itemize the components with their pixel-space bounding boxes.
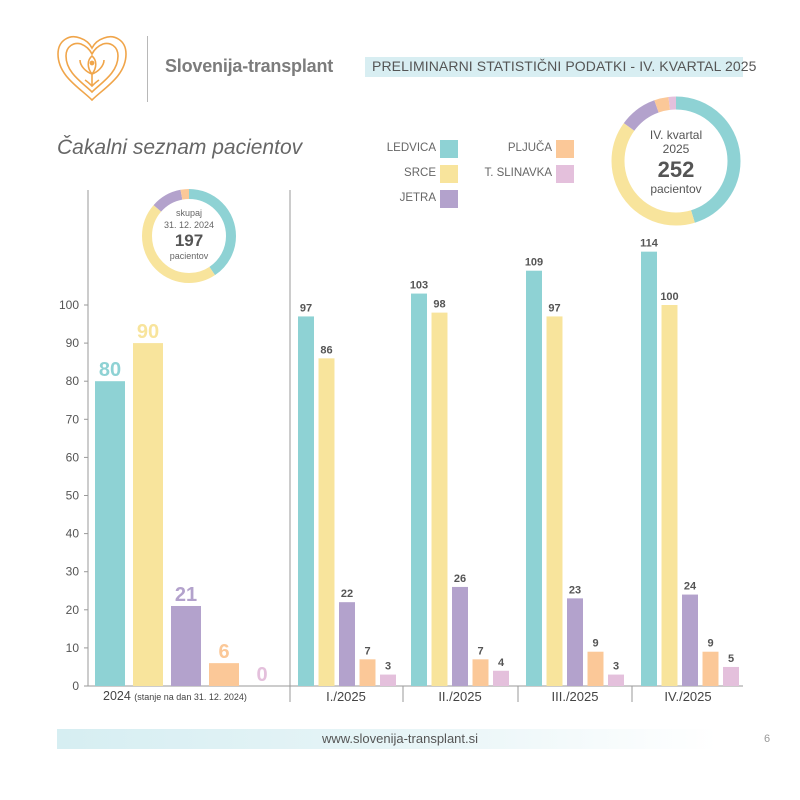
bar-value-label: 86 (320, 344, 332, 356)
bar-ledvica (641, 251, 657, 686)
bar-value-label: 6 (218, 641, 229, 663)
legend-label: PLJUČA (507, 142, 552, 154)
bar-slinavka (493, 670, 509, 686)
organization-name: Slovenija-transplant (165, 56, 334, 76)
bar-value-label: 3 (613, 661, 619, 673)
x-category-label: IV./2025 (664, 689, 711, 704)
bar-value-label: 7 (364, 645, 370, 657)
bar-value-label: 109 (525, 257, 543, 269)
legend-swatch-jetra (440, 190, 458, 208)
y-tick-label: 0 (72, 679, 79, 693)
bar-value-label: 7 (477, 645, 483, 657)
bar-value-label: 80 (99, 359, 121, 381)
bar-jetra (339, 602, 355, 686)
bar-value-label: 103 (410, 280, 428, 292)
bar-jetra (567, 598, 583, 686)
donut-segment-pljuca (142, 189, 236, 283)
x-category-label: 2024 (stanje na dan 31. 12. 2024) (103, 689, 247, 703)
bar-pljuca (587, 651, 604, 686)
x-category-label: III./2025 (552, 689, 599, 704)
footer-bar (57, 729, 717, 749)
bar-value-label: 9 (707, 638, 713, 650)
bar-slinavka (608, 674, 624, 686)
donut-q4-total: 252 (658, 157, 695, 182)
bar-slinavka (723, 666, 739, 686)
y-tick-label: 80 (66, 374, 80, 388)
y-tick-label: 100 (59, 298, 79, 312)
footer-url-link[interactable]: www.slovenija-transplant.si (321, 731, 479, 746)
bar-value-label: 97 (300, 302, 312, 314)
x-category-label: I./2025 (326, 689, 366, 704)
donut-segment-srce (611, 96, 741, 226)
y-tick-label: 90 (66, 336, 80, 350)
donut-2024-date: 31. 12. 2024 (164, 220, 214, 230)
donut-2024-total: 197 (175, 231, 203, 250)
bar-ledvica (526, 270, 542, 686)
bar-srce (546, 316, 563, 686)
bar-value-label: 9 (592, 638, 598, 650)
legend-swatch-pljuca (556, 140, 574, 158)
legend-swatch-srce (440, 165, 458, 183)
bar-ledvica (298, 316, 314, 686)
legend-label: LEDVICA (386, 142, 436, 154)
bar-value-label: 24 (684, 581, 697, 593)
bar-jetra (452, 586, 468, 686)
bar-srce (133, 343, 163, 686)
bar-srce (661, 305, 678, 686)
header-divider (147, 36, 148, 102)
report-title-highlight (365, 57, 743, 77)
bar-value-label: 4 (498, 657, 505, 669)
legend-label: T. SLINAVKA (484, 167, 552, 179)
bar-value-label: 100 (660, 291, 678, 303)
donut-2024-label: skupaj (176, 208, 202, 218)
bar-value-label: 23 (569, 584, 581, 596)
y-tick-label: 70 (66, 412, 80, 426)
donut-2024-unit: pacientov (170, 251, 209, 261)
chart-title: Čakalni seznam pacientov (57, 136, 303, 159)
bar-srce (431, 312, 448, 686)
bar-slinavka (380, 674, 396, 686)
bar-value-label: 0 (256, 664, 267, 686)
bar-value-label: 97 (548, 302, 560, 314)
bar-value-label: 114 (640, 238, 659, 250)
bar-jetra (682, 594, 698, 686)
bar-value-label: 5 (728, 653, 734, 665)
legend-swatch-ledvica (440, 140, 458, 158)
bar-value-label: 90 (137, 321, 159, 343)
bar-pljuca (209, 663, 239, 686)
y-tick-label: 20 (66, 603, 80, 617)
bar-ledvica (411, 293, 427, 686)
donut-q4-year: 2025 (663, 142, 690, 156)
heart-flower-logo-icon (52, 30, 132, 104)
legend-label: SRCE (404, 167, 436, 179)
bar-value-label: 26 (454, 573, 466, 585)
y-tick-label: 30 (66, 565, 80, 579)
page-number: 6 (764, 733, 771, 745)
y-tick-label: 60 (66, 450, 80, 464)
y-tick-label: 10 (66, 641, 80, 655)
bar-srce (318, 358, 335, 686)
x-category-label: II./2025 (438, 689, 481, 704)
bar-pljuca (472, 659, 489, 686)
donut-q4-label: IV. kvartal (650, 128, 702, 142)
legend-label: JETRA (399, 192, 436, 204)
bar-pljuca (702, 651, 719, 686)
bar-value-label: 98 (433, 299, 445, 311)
y-tick-label: 50 (66, 489, 80, 503)
y-tick-label: 40 (66, 527, 80, 541)
bar-jetra (171, 605, 201, 686)
donut-segment-slinavka (611, 96, 741, 226)
bar-ledvica (95, 381, 125, 686)
bar-value-label: 22 (341, 588, 353, 600)
bar-value-label: 21 (175, 584, 197, 606)
donut-segment-srce (142, 189, 236, 283)
legend-swatch-slinavka (556, 165, 574, 183)
donut-q4-unit: pacientov (650, 182, 701, 196)
bar-pljuca (359, 659, 376, 686)
report-title: PRELIMINARNI STATISTIČNI PODATKI - IV. K… (372, 58, 757, 74)
bar-value-label: 3 (385, 661, 391, 673)
